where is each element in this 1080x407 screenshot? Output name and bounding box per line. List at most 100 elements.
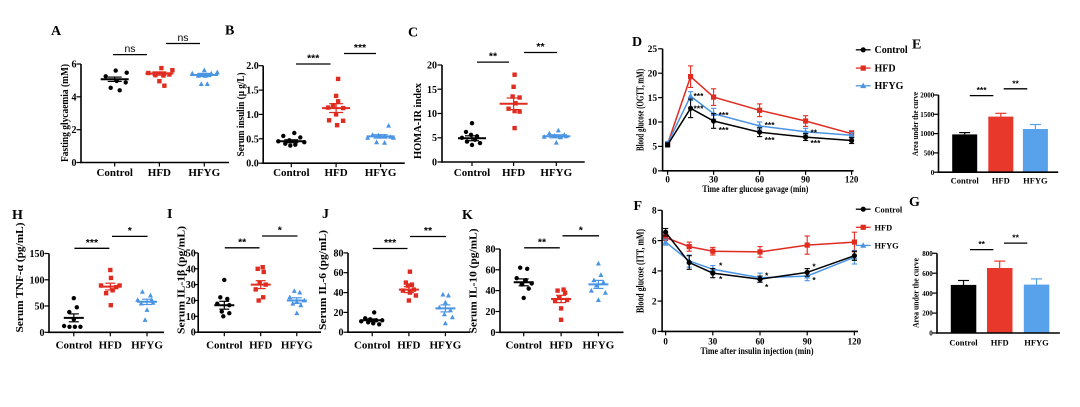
svg-text:HFD: HFD: [99, 340, 122, 352]
svg-text:600: 600: [922, 270, 933, 278]
svg-text:20: 20: [486, 307, 496, 318]
svg-text:30: 30: [186, 280, 196, 291]
svg-text:**: **: [238, 236, 247, 248]
svg-text:2: 2: [652, 297, 657, 307]
svg-text:0.0: 0.0: [246, 159, 259, 170]
svg-text:*: *: [128, 225, 133, 237]
svg-text:30: 30: [708, 337, 718, 347]
svg-text:Control: Control: [949, 338, 978, 348]
svg-text:**: **: [489, 51, 498, 63]
svg-text:2000: 2000: [920, 92, 935, 100]
svg-text:5: 5: [652, 143, 657, 153]
svg-text:*: *: [812, 275, 816, 285]
svg-text:50: 50: [186, 248, 196, 259]
svg-text:40: 40: [486, 286, 496, 297]
svg-text:800: 800: [922, 250, 933, 258]
svg-text:**: **: [1012, 233, 1019, 243]
svg-text:0: 0: [652, 167, 657, 177]
svg-text:***: ***: [694, 104, 705, 114]
svg-text:HOMA-IR index: HOMA-IR index: [412, 83, 424, 159]
svg-text:0: 0: [929, 330, 933, 338]
svg-text:HFYG: HFYG: [188, 167, 220, 179]
svg-text:***: ***: [765, 120, 776, 130]
svg-text:0: 0: [40, 328, 45, 339]
svg-text:HFYG: HFYG: [430, 340, 462, 352]
svg-text:G: G: [909, 195, 920, 210]
svg-text:90: 90: [803, 337, 813, 347]
svg-text:**: **: [978, 239, 985, 249]
svg-text:Serum IL-6 (pg/mL): Serum IL-6 (pg/mL): [317, 230, 329, 330]
svg-text:80: 80: [334, 248, 344, 259]
svg-text:HFYG: HFYG: [875, 81, 904, 92]
svg-text:90: 90: [801, 174, 811, 184]
svg-text:***: ***: [977, 85, 988, 95]
svg-text:H: H: [12, 208, 23, 223]
svg-text:Time after insulin injection (: Time after insulin injection (min): [701, 346, 814, 356]
svg-text:0: 0: [652, 328, 657, 338]
svg-text:120: 120: [845, 174, 859, 184]
svg-text:200: 200: [922, 310, 933, 318]
svg-text:HFD: HFD: [875, 63, 896, 74]
svg-text:HFD: HFD: [549, 340, 572, 352]
svg-text:6: 6: [652, 237, 657, 247]
svg-text:**: **: [1012, 78, 1019, 88]
svg-text:60: 60: [486, 265, 496, 276]
svg-text:2.0: 2.0: [246, 61, 259, 72]
svg-text:Fasting glycaemia (mM): Fasting glycaemia (mM): [59, 64, 71, 162]
svg-text:HFD: HFD: [502, 167, 525, 179]
svg-text:HFYG: HFYG: [281, 340, 313, 352]
svg-text:***: ***: [384, 237, 397, 249]
svg-text:20: 20: [427, 61, 437, 72]
svg-text:500: 500: [924, 150, 935, 158]
svg-text:Serum IL-1β (pg/mL): Serum IL-1β (pg/mL): [176, 226, 188, 334]
svg-text:***: ***: [719, 110, 730, 120]
svg-text:40: 40: [334, 288, 344, 299]
svg-text:J: J: [322, 207, 329, 222]
svg-text:D: D: [632, 35, 642, 50]
svg-text:Blood glucose (ITT, mM): Blood glucose (ITT, mM): [636, 229, 647, 313]
svg-text:0: 0: [931, 169, 935, 177]
svg-text:*: *: [278, 225, 283, 237]
svg-text:150: 150: [30, 249, 45, 260]
svg-text:HFYG: HFYG: [365, 167, 397, 179]
svg-text:ns: ns: [177, 32, 188, 44]
svg-text:30: 30: [709, 174, 719, 184]
svg-text:**: **: [536, 41, 545, 53]
svg-text:100: 100: [30, 275, 45, 286]
svg-text:8: 8: [652, 207, 657, 217]
svg-text:*: *: [719, 274, 723, 284]
svg-text:*: *: [579, 224, 584, 236]
svg-text:60: 60: [756, 337, 766, 347]
svg-text:0: 0: [191, 328, 196, 339]
svg-text:Area under the curve: Area under the curve: [911, 92, 920, 156]
svg-text:4: 4: [72, 92, 77, 103]
svg-text:10: 10: [648, 118, 658, 128]
svg-text:A: A: [51, 24, 62, 39]
svg-text:I: I: [167, 207, 172, 222]
svg-text:60: 60: [755, 174, 765, 184]
svg-text:HFD: HFD: [397, 340, 420, 352]
svg-text:HFYG: HFYG: [583, 340, 615, 352]
svg-text:E: E: [912, 38, 921, 53]
svg-text:80: 80: [486, 245, 496, 256]
svg-text:Control: Control: [56, 340, 92, 352]
svg-text:F: F: [634, 199, 643, 214]
svg-text:***: ***: [694, 91, 705, 101]
svg-text:20: 20: [648, 69, 658, 79]
svg-text:***: ***: [307, 53, 320, 65]
svg-text:HFYG: HFYG: [1023, 175, 1048, 185]
svg-text:60: 60: [334, 268, 344, 279]
svg-text:Control: Control: [206, 340, 242, 352]
svg-text:0.5: 0.5: [246, 134, 259, 145]
svg-text:HFD: HFD: [249, 340, 272, 352]
svg-text:0: 0: [432, 158, 437, 169]
svg-text:Control: Control: [875, 45, 908, 56]
svg-text:Serum TNF-α (pg/mL): Serum TNF-α (pg/mL): [14, 222, 26, 332]
svg-text:HFD: HFD: [324, 167, 347, 179]
svg-text:HFYG: HFYG: [540, 167, 572, 179]
svg-text:2: 2: [72, 125, 77, 136]
svg-text:**: **: [424, 225, 433, 237]
svg-text:40: 40: [186, 264, 196, 275]
svg-text:*: *: [765, 282, 769, 292]
svg-text:HFYG: HFYG: [875, 242, 900, 251]
